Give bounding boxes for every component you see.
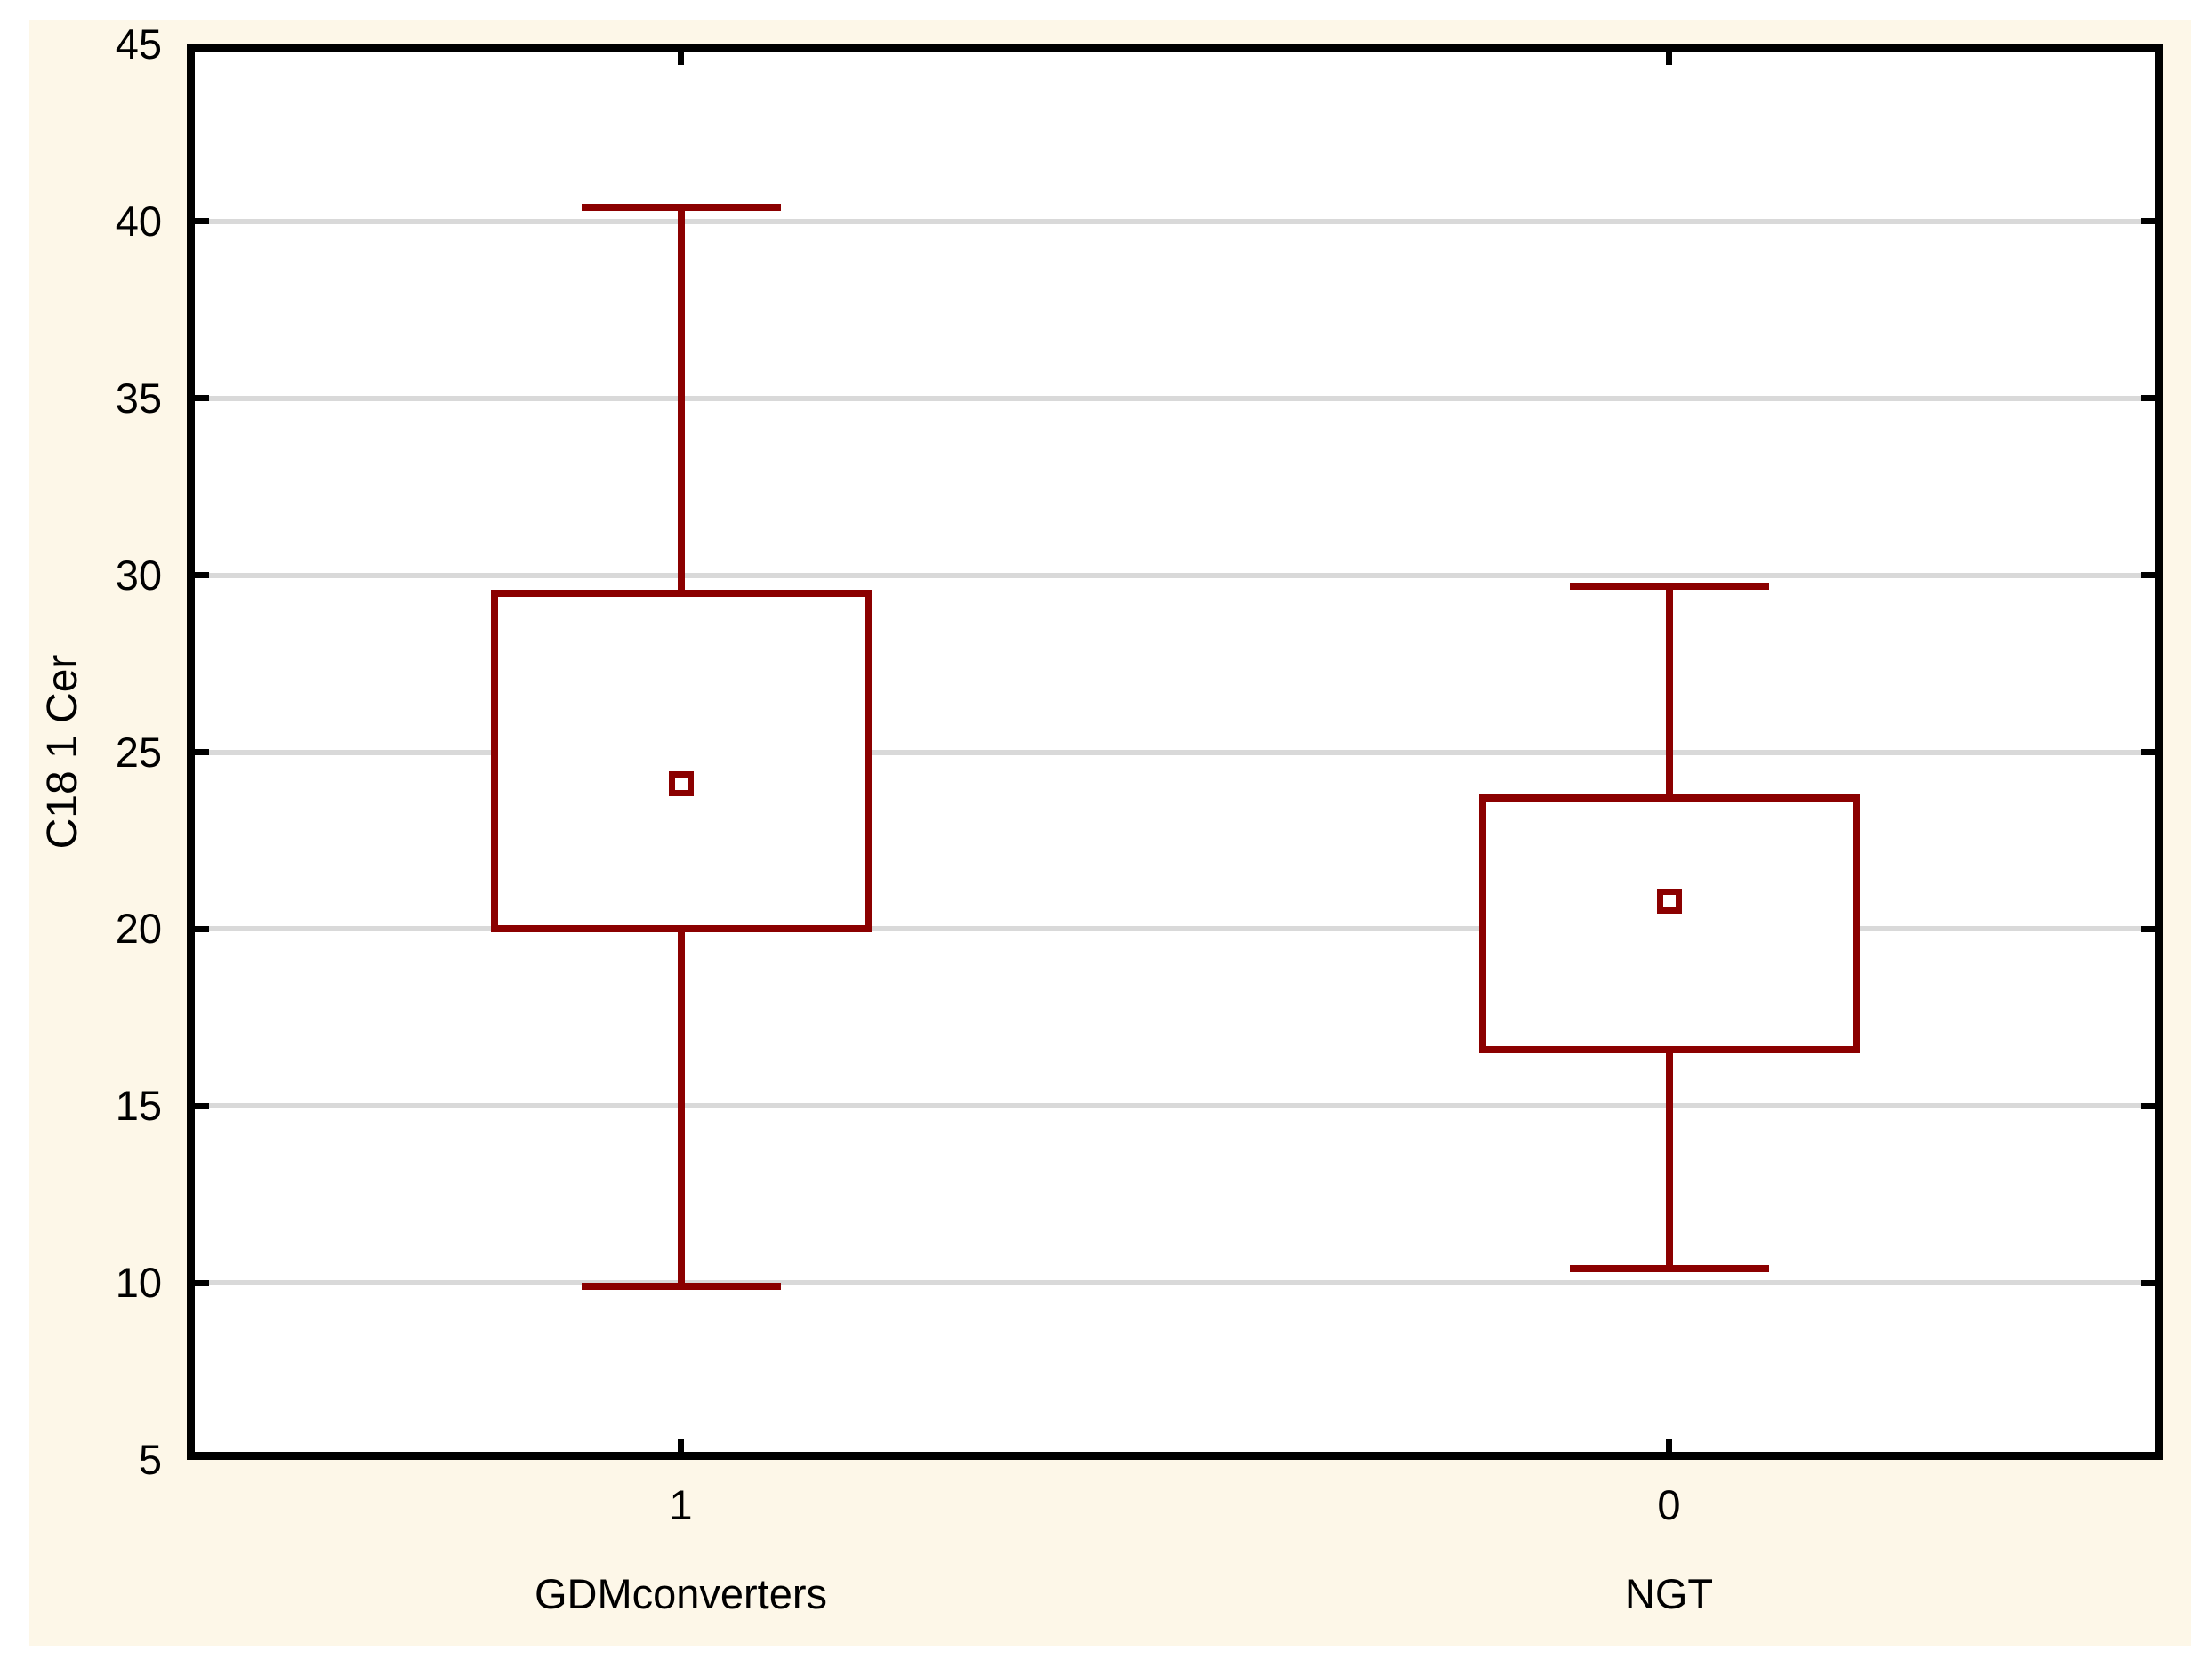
box-0 <box>1478 794 1860 1053</box>
x-category-label-1: 1 <box>669 1481 693 1528</box>
x-tick-bottom-1 <box>678 1439 684 1452</box>
y-tick-right-40 <box>2141 218 2155 225</box>
whisker-cap-top-0 <box>1569 582 1769 590</box>
y-tick-label-15: 15 <box>115 1082 162 1130</box>
x-group-label-GDMconverters: GDMconverters <box>534 1570 828 1617</box>
y-tick-left-30 <box>195 572 209 579</box>
y-tick-left-35 <box>195 395 209 402</box>
chart-panel: 45 40 35 30 25 20 15 10 5 1 GDMconverters 0 NGT C18… <box>29 20 2191 1646</box>
y-tick-right-25 <box>2141 749 2155 755</box>
y-tick-right-35 <box>2141 395 2155 402</box>
y-tick-label-40: 40 <box>115 197 162 245</box>
gridline-40 <box>195 218 2155 224</box>
box-1 <box>490 589 872 933</box>
x-group-label-NGT: NGT <box>1624 1570 1714 1617</box>
y-tick-left-10 <box>195 1279 209 1286</box>
x-tick-bottom-0 <box>1666 1439 1672 1452</box>
y-tick-label-45: 45 <box>115 20 162 68</box>
y-tick-label-20: 20 <box>115 905 162 953</box>
y-tick-left-15 <box>195 1102 209 1109</box>
y-tick-left-20 <box>195 925 209 932</box>
y-tick-label-5: 5 <box>138 1436 162 1483</box>
gridline-35 <box>195 395 2155 401</box>
mean-marker-0 <box>1656 888 1682 914</box>
gridline-20 <box>195 926 2155 932</box>
y-axis-title: C18 1 Cer <box>33 485 93 1019</box>
x-tick-top-1 <box>678 52 684 65</box>
y-tick-right-10 <box>2141 1279 2155 1286</box>
y-tick-right-30 <box>2141 572 2155 579</box>
whisker-cap-bottom-1 <box>581 1283 781 1291</box>
y-axis-title-text: C18 1 Cer <box>39 654 86 850</box>
gridline-10 <box>195 1280 2155 1286</box>
y-tick-label-35: 35 <box>115 374 162 422</box>
gridline-25 <box>195 749 2155 755</box>
whisker-cap-top-1 <box>581 203 781 211</box>
gridline-30 <box>195 572 2155 578</box>
y-tick-label-30: 30 <box>115 551 162 599</box>
x-category-label-0: 0 <box>1657 1481 1681 1528</box>
whisker-cap-bottom-0 <box>1569 1265 1769 1273</box>
y-tick-left-25 <box>195 749 209 755</box>
y-tick-right-15 <box>2141 1102 2155 1109</box>
gridline-15 <box>195 1103 2155 1109</box>
mean-marker-1 <box>668 771 694 797</box>
y-tick-right-20 <box>2141 925 2155 932</box>
plot-content-layer <box>187 44 2163 1460</box>
y-tick-label-25: 25 <box>115 728 162 776</box>
y-tick-left-40 <box>195 218 209 225</box>
x-tick-top-0 <box>1666 52 1672 65</box>
y-tick-label-10: 10 <box>115 1259 162 1307</box>
